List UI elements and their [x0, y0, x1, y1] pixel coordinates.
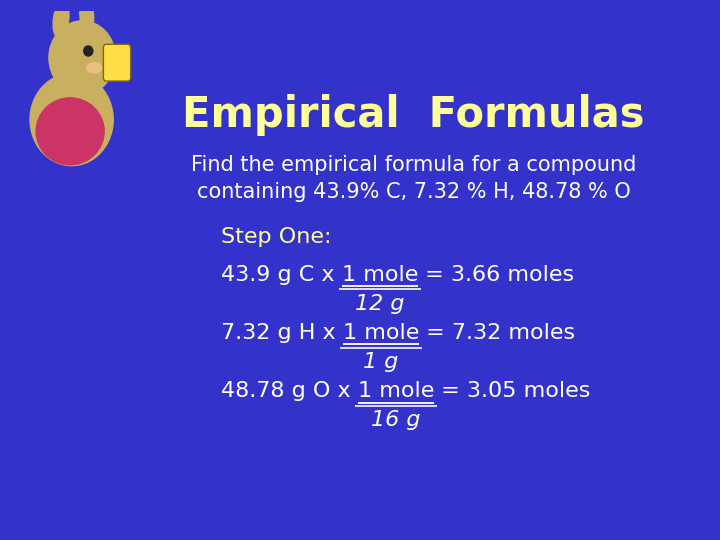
Text: = 3.05 moles: = 3.05 moles — [434, 381, 590, 401]
Ellipse shape — [53, 1, 69, 37]
Text: 12 g: 12 g — [355, 294, 405, 314]
Text: 1 mole: 1 mole — [343, 323, 419, 343]
Ellipse shape — [80, 0, 94, 32]
Ellipse shape — [36, 98, 104, 165]
Text: 7.32 g H x: 7.32 g H x — [221, 323, 343, 343]
Text: = 7.32 moles: = 7.32 moles — [419, 323, 575, 343]
Text: Find the empirical formula for a compound: Find the empirical formula for a compoun… — [191, 154, 636, 174]
Text: 1 g: 1 g — [364, 352, 399, 372]
Text: containing 43.9% C, 7.32 % H, 48.78 % O: containing 43.9% C, 7.32 % H, 48.78 % O — [197, 181, 631, 201]
Circle shape — [49, 21, 115, 94]
Text: 1 mole: 1 mole — [342, 265, 418, 285]
Text: 16 g: 16 g — [372, 410, 420, 430]
Text: 43.9 g C x: 43.9 g C x — [221, 265, 342, 285]
Ellipse shape — [86, 63, 102, 73]
Text: 48.78 g O x: 48.78 g O x — [221, 381, 358, 401]
Text: 1 mole: 1 mole — [358, 381, 434, 401]
Text: = 3.66 moles: = 3.66 moles — [418, 265, 575, 285]
Text: Empirical  Formulas: Empirical Formulas — [182, 94, 645, 136]
Ellipse shape — [30, 73, 113, 166]
FancyBboxPatch shape — [104, 44, 130, 81]
Circle shape — [84, 46, 93, 56]
Text: Step One:: Step One: — [221, 227, 332, 247]
